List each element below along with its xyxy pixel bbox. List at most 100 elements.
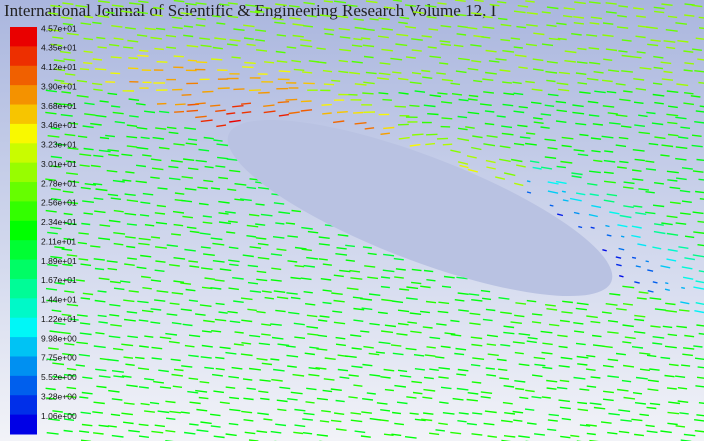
velocity-vector	[607, 112, 618, 115]
velocity-vector	[202, 90, 214, 93]
velocity-vector	[159, 336, 172, 340]
velocity-vector	[606, 234, 612, 237]
velocity-vector	[259, 6, 271, 9]
velocity-vector	[217, 87, 230, 90]
velocity-vector	[214, 279, 225, 282]
velocity-vector	[255, 39, 265, 42]
velocity-vector	[316, 47, 326, 50]
velocity-vector	[79, 153, 92, 157]
velocity-vector	[335, 253, 348, 256]
velocity-vector	[242, 254, 254, 258]
velocity-vector	[229, 396, 240, 400]
velocity-vector	[457, 292, 469, 295]
velocity-vector	[76, 94, 89, 98]
velocity-vector	[512, 81, 522, 85]
velocity-vector	[443, 275, 455, 279]
velocity-vector	[47, 135, 60, 138]
velocity-vector	[467, 98, 478, 101]
velocity-vector	[276, 248, 287, 251]
velocity-vector	[458, 309, 469, 312]
velocity-vector	[339, 269, 351, 273]
velocity-vector	[405, 56, 416, 59]
velocity-vector	[605, 2, 617, 5]
velocity-vector	[155, 246, 167, 249]
velocity-vector	[154, 212, 166, 215]
velocity-vector	[675, 116, 687, 120]
velocity-vector	[683, 433, 696, 437]
velocity-vector	[98, 277, 110, 281]
velocity-vector	[126, 135, 138, 139]
velocity-vector	[79, 68, 90, 71]
velocity-vector	[50, 255, 63, 259]
velocity-vector	[272, 17, 284, 21]
velocity-vector	[573, 149, 585, 152]
velocity-vector	[256, 49, 268, 52]
velocity-vector	[150, 36, 162, 40]
velocity-vector	[243, 37, 254, 40]
velocity-vector	[93, 258, 105, 261]
velocity-vector	[668, 105, 678, 109]
velocity-vector	[516, 164, 526, 168]
velocity-vector	[602, 105, 615, 108]
legend-swatch	[10, 414, 37, 435]
legend-swatch	[10, 395, 37, 416]
velocity-vector	[377, 311, 388, 315]
velocity-vector	[680, 126, 691, 129]
velocity-vector	[316, 397, 328, 401]
velocity-vector	[150, 308, 162, 311]
velocity-vector	[622, 285, 635, 289]
velocity-vector	[263, 418, 273, 421]
velocity-vector	[381, 48, 393, 52]
velocity-vector	[540, 166, 553, 170]
velocity-vector	[466, 398, 478, 402]
velocity-vector	[541, 351, 553, 355]
velocity-vector	[519, 396, 529, 400]
velocity-vector	[197, 186, 208, 190]
velocity-vector	[635, 376, 648, 380]
velocity-vector	[618, 409, 631, 413]
velocity-vector	[680, 212, 691, 215]
velocity-vector	[216, 22, 226, 25]
velocity-vector	[51, 198, 62, 201]
velocity-vector	[683, 69, 693, 72]
velocity-vector	[46, 299, 58, 303]
velocity-vector	[113, 287, 125, 291]
velocity-vector	[635, 35, 646, 39]
velocity-vector	[684, 62, 694, 65]
velocity-vector	[363, 28, 375, 31]
velocity-vector	[210, 237, 223, 241]
velocity-vector	[247, 264, 259, 268]
velocity-vector	[698, 332, 704, 335]
velocity-vector	[62, 190, 74, 194]
velocity-vector	[210, 104, 221, 107]
velocity-vector	[666, 387, 677, 390]
velocity-vector	[533, 356, 546, 360]
velocity-vector	[556, 386, 568, 390]
velocity-vector	[198, 148, 210, 152]
velocity-vector	[278, 113, 289, 117]
velocity-vector	[128, 98, 140, 101]
velocity-vector	[638, 291, 649, 294]
velocity-vector	[80, 186, 91, 190]
velocity-vector	[306, 387, 317, 391]
velocity-vector	[241, 410, 253, 414]
velocity-vector	[518, 435, 530, 439]
velocity-vector	[412, 11, 425, 14]
velocity-vector	[513, 10, 526, 14]
velocity-vector	[317, 334, 328, 338]
velocity-vector	[83, 212, 93, 215]
velocity-vector	[562, 199, 569, 202]
velocity-vector	[226, 158, 238, 161]
velocity-vector	[61, 313, 72, 317]
velocity-vector	[646, 111, 656, 115]
velocity-vector	[676, 83, 689, 87]
velocity-vector	[379, 62, 391, 65]
velocity-vector	[49, 330, 61, 334]
velocity-vector	[532, 374, 543, 378]
velocity-vector	[391, 433, 402, 437]
velocity-vector	[680, 301, 690, 305]
velocity-vector	[254, 10, 265, 13]
velocity-vector	[303, 25, 313, 28]
velocity-vector	[215, 356, 225, 360]
velocity-vector	[647, 388, 659, 392]
